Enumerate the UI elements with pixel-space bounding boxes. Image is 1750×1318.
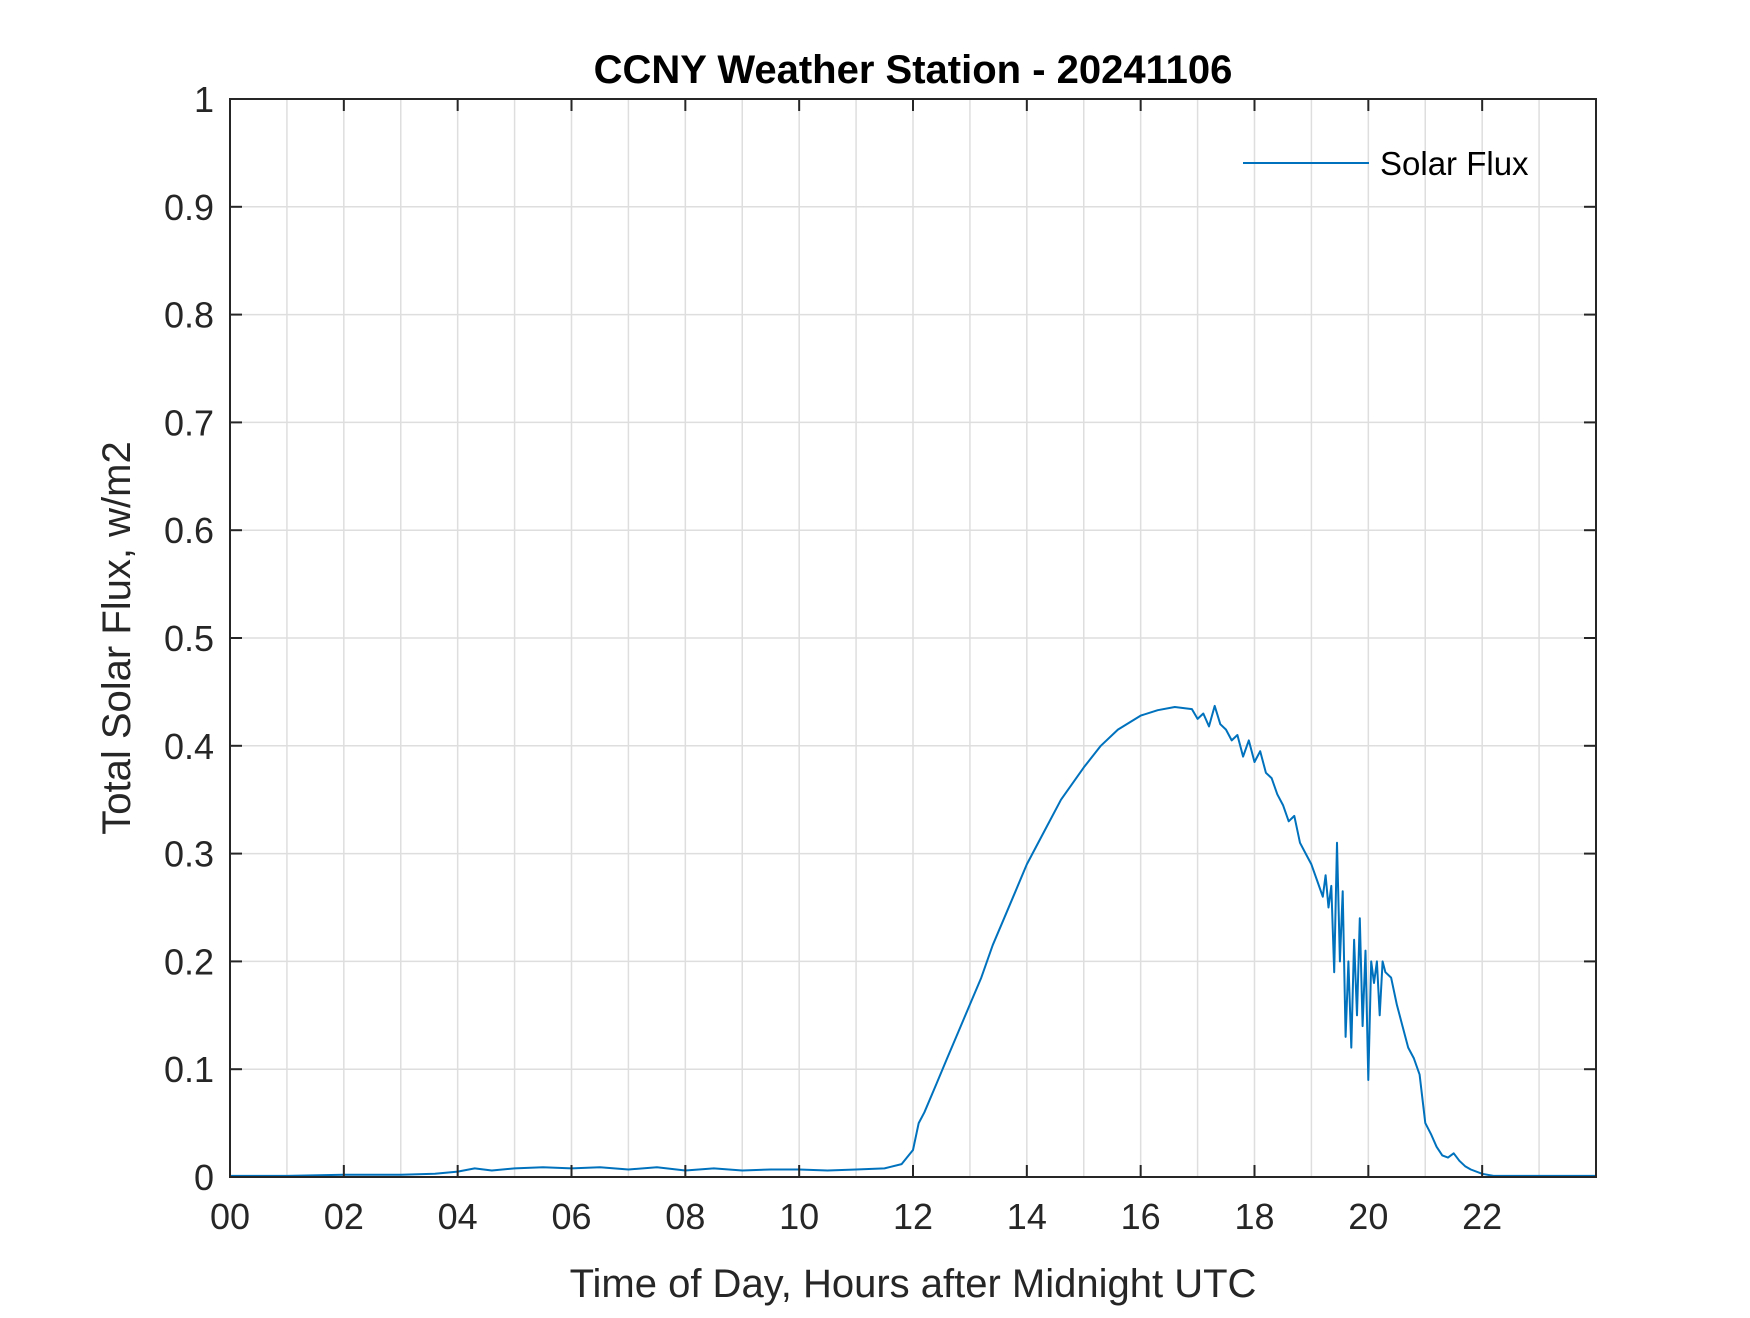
grid-lines <box>230 99 1596 1177</box>
x-tick-label: 14 <box>1007 1196 1047 1237</box>
y-axis-title: Total Solar Flux, w/m2 <box>95 441 139 834</box>
chart-title: CCNY Weather Station - 20241106 <box>594 48 1233 92</box>
x-tick-label: 20 <box>1348 1196 1388 1237</box>
y-tick-label: 0.7 <box>164 402 214 443</box>
x-tick-label: 18 <box>1234 1196 1274 1237</box>
y-tick-label: 0.1 <box>164 1049 214 1090</box>
y-tick-label: 0.6 <box>164 510 214 551</box>
x-tick-label: 02 <box>324 1196 364 1237</box>
legend: Solar Flux <box>1243 145 1529 182</box>
y-tick-label: 0.2 <box>164 941 214 982</box>
y-tick-label: 0.8 <box>164 295 214 336</box>
y-tick-label: 0.4 <box>164 726 214 767</box>
x-tick-label: 06 <box>551 1196 591 1237</box>
y-tick-label: 0.9 <box>164 187 214 228</box>
x-tick-label: 10 <box>779 1196 819 1237</box>
y-tick-label: 0.5 <box>164 618 214 659</box>
x-tick-label: 22 <box>1462 1196 1502 1237</box>
x-tick-label: 08 <box>665 1196 705 1237</box>
x-axis-title: Time of Day, Hours after Midnight UTC <box>570 1262 1257 1306</box>
tick-marks <box>229 98 1596 1178</box>
y-tick-labels: 0 0.1 0.2 0.3 0.4 0.5 0.6 0.7 0.8 0.9 1 <box>164 79 214 1198</box>
x-tick-labels: 00 02 04 06 08 10 12 14 16 18 20 22 <box>210 1196 1502 1237</box>
y-tick-label: 1 <box>194 79 214 120</box>
x-tick-label: 16 <box>1121 1196 1161 1237</box>
y-tick-label: 0 <box>194 1157 214 1198</box>
y-tick-label: 0.3 <box>164 834 214 875</box>
x-tick-label: 00 <box>210 1196 250 1237</box>
x-tick-label: 12 <box>893 1196 933 1237</box>
x-tick-label: 04 <box>438 1196 478 1237</box>
legend-label-solar-flux: Solar Flux <box>1380 145 1529 182</box>
